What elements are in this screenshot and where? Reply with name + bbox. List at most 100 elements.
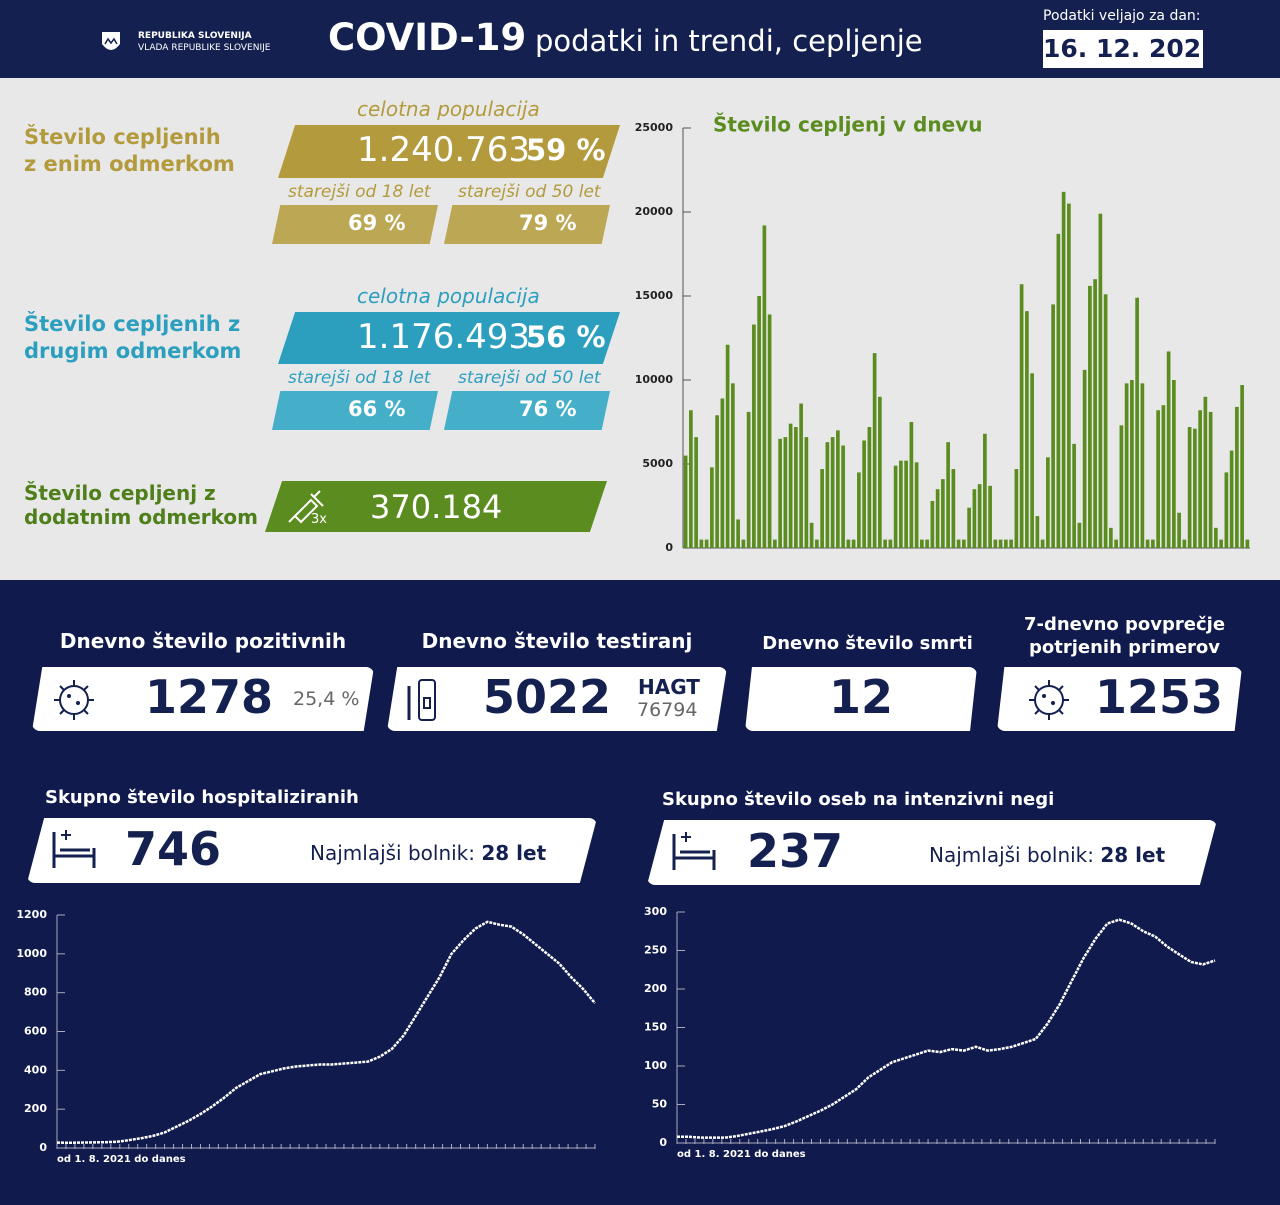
y-tick-label: 600	[24, 1025, 47, 1038]
group-share: 79 %	[519, 211, 577, 235]
bar	[1130, 380, 1134, 548]
bar	[1088, 285, 1092, 548]
bar	[1214, 527, 1218, 548]
bar	[1093, 279, 1097, 548]
stat-card	[27, 818, 597, 883]
total: 370.184	[370, 488, 503, 526]
title-line: 7-dnevno povprečje	[1023, 614, 1226, 635]
group-box	[444, 205, 610, 244]
date: 16. 12. 2021	[1043, 30, 1219, 68]
bar	[1082, 369, 1087, 548]
data-line	[677, 918, 1216, 1139]
bar	[1219, 539, 1223, 548]
youngest-label: Najmlajši bolnik:	[310, 841, 475, 865]
bar	[899, 460, 903, 548]
card-title: Skupno število oseb na intenzivni negi	[662, 789, 1055, 810]
bar	[767, 314, 772, 548]
bar	[683, 455, 688, 548]
row-label: Število cepljenih z drugim odmerkom	[24, 311, 241, 365]
card-title: Skupno število hospitaliziranih	[45, 787, 359, 808]
org-line: VLADA REPUBLIKE SLOVENIJE	[138, 43, 271, 53]
y-tick-label: 0	[39, 1141, 47, 1154]
y-tick-label: 800	[24, 986, 47, 999]
title: COVID-19	[328, 16, 527, 59]
stat-title: Dnevno število pozitivnih	[59, 629, 347, 653]
bar	[1198, 410, 1202, 548]
bar	[1145, 539, 1150, 548]
group-share: 66 %	[348, 397, 406, 421]
bar	[872, 353, 877, 548]
bar	[757, 296, 761, 548]
youngest: Najmlajši bolnik: 28 let	[929, 843, 1165, 867]
stat-title: Dnevno število testiranj	[421, 629, 693, 653]
bar	[951, 469, 956, 548]
bar	[1004, 539, 1008, 548]
chart-title: Število cepljenj v dnevu	[713, 113, 982, 137]
bar	[720, 398, 725, 548]
row-label: Število cepljenih z enim odmerkom	[24, 124, 235, 178]
bar	[1229, 450, 1234, 548]
youngest-value: 28 let	[481, 841, 547, 865]
share: 59 %	[526, 133, 606, 167]
bar	[1035, 516, 1040, 548]
bar	[878, 396, 882, 548]
bar	[725, 344, 730, 548]
bar	[809, 522, 814, 548]
bar	[993, 539, 998, 548]
stat-value: 237	[747, 824, 844, 878]
x-axis-label: od 1. 8. 2021 do danes	[677, 1149, 806, 1160]
total-box	[265, 481, 607, 532]
stat-title: Dnevno število smrti	[762, 633, 973, 654]
bar	[862, 440, 866, 548]
label-line: Število cepljenih z	[24, 312, 241, 336]
group-label: starejši od 50 let	[458, 182, 601, 202]
bar	[1103, 294, 1108, 548]
bar	[783, 437, 788, 548]
bar	[1061, 191, 1066, 548]
bar	[1203, 396, 1208, 548]
coat-of-arms	[102, 32, 120, 50]
stat-value: 5022	[483, 670, 612, 724]
label-line: dodatnim odmerkom	[24, 505, 258, 529]
bar	[935, 489, 940, 548]
bar	[1187, 427, 1192, 548]
stat-card	[387, 667, 727, 731]
youngest-value: 28 let	[1100, 843, 1166, 867]
y-tick-label: 20000	[635, 205, 674, 218]
bar	[715, 415, 719, 548]
youngest-label: Najmlajši bolnik:	[929, 843, 1094, 867]
bar	[689, 410, 693, 548]
bar	[1040, 539, 1045, 548]
bar	[920, 539, 924, 548]
bar	[1077, 522, 1082, 548]
bar	[1009, 539, 1013, 548]
bar	[731, 383, 735, 548]
bar	[867, 427, 872, 548]
bar	[778, 438, 782, 548]
group-box	[444, 391, 610, 430]
bar	[1172, 380, 1176, 548]
youngest: Najmlajši bolnik: 28 let	[310, 841, 546, 865]
group-box	[272, 391, 438, 430]
total-box	[278, 125, 620, 178]
stat-title: 7-dnevno povprečje potrjenih primerov	[997, 613, 1252, 659]
bar	[909, 422, 914, 548]
y-tick-label: 0	[665, 541, 673, 554]
test-icon	[407, 679, 436, 721]
virus-icon	[1029, 680, 1069, 720]
bar	[1161, 405, 1166, 548]
group-label: starejši od 18 let	[288, 368, 431, 388]
label-line: drugim odmerkom	[24, 339, 242, 363]
y-tick-label: 300	[644, 905, 667, 918]
bar	[825, 442, 830, 548]
bar	[741, 539, 746, 548]
bar	[1030, 373, 1034, 548]
x-axis-label: od 1. 8. 2021 do danes	[57, 1154, 186, 1165]
bar	[1046, 457, 1050, 548]
bar	[888, 539, 893, 548]
bar	[1245, 539, 1250, 548]
bar	[1067, 203, 1071, 548]
bar	[857, 472, 861, 548]
bar	[820, 469, 824, 548]
